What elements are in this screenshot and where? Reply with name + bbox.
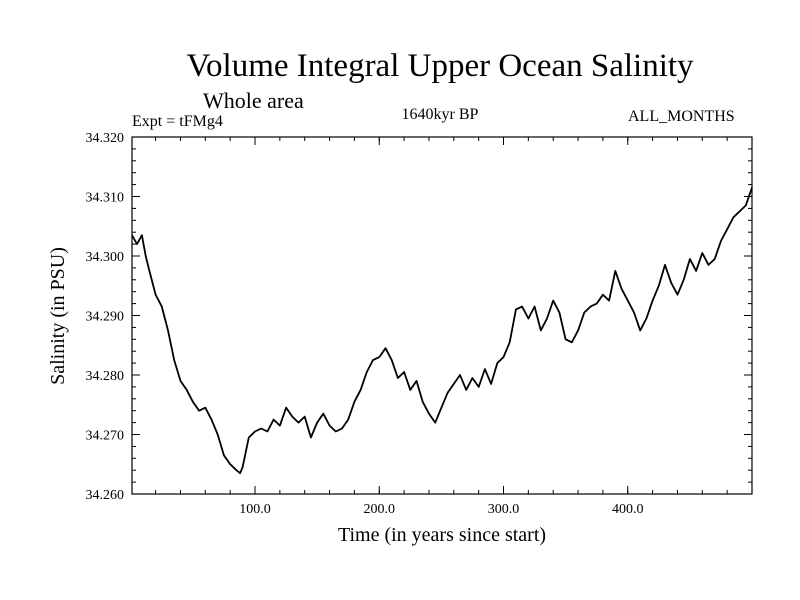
y-tick-label: 34.280 [86,369,125,384]
axis-tick-labels: 34.260 34.270 34.280 34.290 34.300 34.310 34.3… [86,131,644,517]
y-tick-label: 34.310 [86,191,125,206]
x-axis-label: Time (in years since start) [337,524,547,546]
y-axis-label: Salinity (in PSU) [47,247,69,385]
experiment-label: Expt = tFMg4 [132,113,223,130]
axis-ticks [132,136,752,495]
y-axis-label-group: Salinity (in PSU) [47,247,69,385]
x-tick-label: 300.0 [488,502,520,517]
plot-frame [131,136,753,495]
salinity-series-line [131,187,753,475]
y-tick-label: 34.320 [86,131,125,146]
period-label: 1640kyr BP [401,106,479,123]
y-tick-label: 34.290 [86,310,125,325]
y-tick-label: 34.300 [86,250,125,265]
chart-title: Volume Integral Upper Ocean Salinity [186,48,694,84]
chart-subtitle: Whole area [203,88,304,113]
y-tick-label: 34.270 [86,429,125,444]
months-label: ALL_MONTHS [628,108,735,125]
x-tick-label: 100.0 [239,502,271,517]
y-tick-label: 34.260 [86,488,125,503]
x-tick-label: 400.0 [612,502,644,517]
x-tick-label: 200.0 [364,502,396,517]
